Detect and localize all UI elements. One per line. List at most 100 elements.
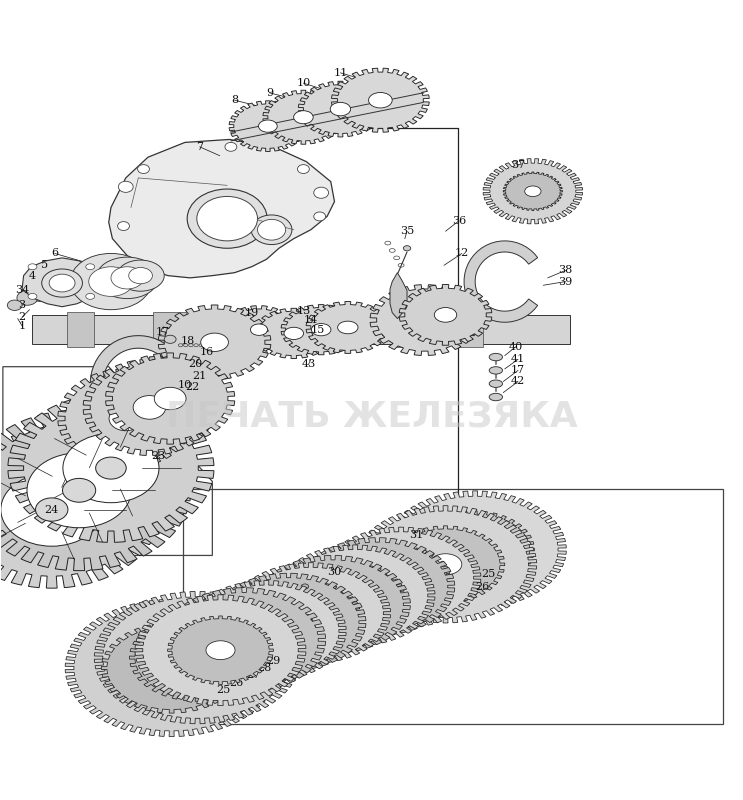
Text: 18: 18	[181, 336, 195, 346]
Polygon shape	[158, 305, 271, 379]
Ellipse shape	[312, 591, 354, 618]
Text: 36: 36	[452, 216, 466, 226]
Polygon shape	[211, 574, 366, 671]
Text: 11: 11	[334, 68, 348, 78]
Ellipse shape	[225, 142, 237, 151]
Polygon shape	[108, 139, 334, 278]
Polygon shape	[483, 158, 583, 224]
Polygon shape	[163, 588, 325, 692]
Text: 29: 29	[267, 655, 281, 666]
Polygon shape	[322, 527, 481, 628]
Ellipse shape	[71, 254, 152, 310]
Text: 15: 15	[311, 325, 325, 334]
Ellipse shape	[253, 622, 280, 639]
Ellipse shape	[297, 165, 309, 174]
Ellipse shape	[42, 269, 82, 297]
Ellipse shape	[118, 182, 133, 192]
Ellipse shape	[357, 574, 398, 600]
Text: 9: 9	[266, 88, 273, 98]
Ellipse shape	[117, 222, 129, 230]
Polygon shape	[503, 172, 562, 210]
Polygon shape	[455, 312, 482, 347]
Polygon shape	[384, 491, 566, 608]
Polygon shape	[186, 581, 346, 682]
Text: 40: 40	[509, 342, 523, 352]
Polygon shape	[354, 506, 536, 623]
Ellipse shape	[222, 626, 267, 654]
Ellipse shape	[342, 587, 369, 604]
Ellipse shape	[96, 257, 158, 298]
Polygon shape	[106, 353, 235, 444]
Ellipse shape	[337, 321, 358, 334]
Polygon shape	[262, 582, 360, 644]
Text: 13: 13	[296, 306, 311, 316]
Text: ПЕЧАТЬ ЖЕЛЕЗЯКА: ПЕЧАТЬ ЖЕЛЕЗЯКА	[166, 399, 577, 434]
Polygon shape	[65, 599, 278, 737]
Text: 16: 16	[200, 347, 214, 357]
Ellipse shape	[85, 294, 94, 299]
Polygon shape	[386, 526, 504, 603]
Text: 26: 26	[230, 678, 244, 688]
Ellipse shape	[251, 215, 292, 245]
Text: 25: 25	[481, 569, 496, 579]
Polygon shape	[135, 595, 306, 706]
Ellipse shape	[489, 380, 502, 387]
Polygon shape	[94, 591, 301, 724]
Polygon shape	[331, 68, 429, 132]
Text: 30: 30	[328, 566, 342, 577]
Polygon shape	[0, 410, 191, 570]
Ellipse shape	[1, 473, 103, 546]
Ellipse shape	[117, 260, 164, 291]
Text: 17: 17	[511, 366, 525, 375]
Text: 41: 41	[511, 354, 525, 364]
Ellipse shape	[7, 300, 22, 310]
Ellipse shape	[206, 641, 235, 660]
Ellipse shape	[250, 324, 267, 335]
Polygon shape	[67, 312, 94, 347]
Ellipse shape	[27, 453, 132, 528]
Ellipse shape	[429, 554, 462, 575]
Polygon shape	[8, 394, 214, 542]
Polygon shape	[390, 273, 407, 318]
Ellipse shape	[36, 498, 68, 522]
Polygon shape	[223, 306, 295, 354]
Ellipse shape	[62, 478, 96, 502]
Polygon shape	[91, 336, 181, 432]
Polygon shape	[33, 315, 570, 345]
Ellipse shape	[179, 646, 216, 670]
Polygon shape	[229, 101, 307, 151]
Ellipse shape	[258, 219, 285, 240]
Text: 22: 22	[185, 382, 199, 392]
Text: 3: 3	[19, 300, 26, 310]
Text: 10: 10	[296, 78, 311, 88]
Ellipse shape	[459, 539, 491, 560]
Polygon shape	[370, 285, 479, 355]
Text: 1: 1	[19, 321, 26, 331]
Ellipse shape	[85, 264, 94, 270]
Text: 21: 21	[192, 371, 207, 382]
Ellipse shape	[314, 212, 325, 221]
Polygon shape	[58, 369, 194, 468]
Text: 24: 24	[45, 505, 59, 514]
Text: 12: 12	[455, 249, 469, 258]
Polygon shape	[416, 511, 534, 588]
Ellipse shape	[293, 110, 313, 124]
Ellipse shape	[489, 394, 502, 401]
Polygon shape	[298, 82, 383, 137]
Ellipse shape	[369, 93, 392, 108]
Polygon shape	[276, 545, 435, 646]
Ellipse shape	[28, 264, 37, 270]
Ellipse shape	[137, 165, 149, 174]
Text: 5: 5	[41, 260, 48, 270]
Polygon shape	[256, 555, 410, 653]
Text: 43: 43	[302, 359, 316, 370]
Polygon shape	[306, 302, 389, 354]
Polygon shape	[0, 431, 160, 588]
Polygon shape	[399, 285, 492, 346]
Ellipse shape	[155, 387, 186, 410]
Polygon shape	[300, 538, 455, 635]
Ellipse shape	[152, 655, 191, 680]
Ellipse shape	[96, 457, 126, 479]
Text: 28: 28	[257, 663, 271, 673]
Polygon shape	[83, 359, 215, 455]
